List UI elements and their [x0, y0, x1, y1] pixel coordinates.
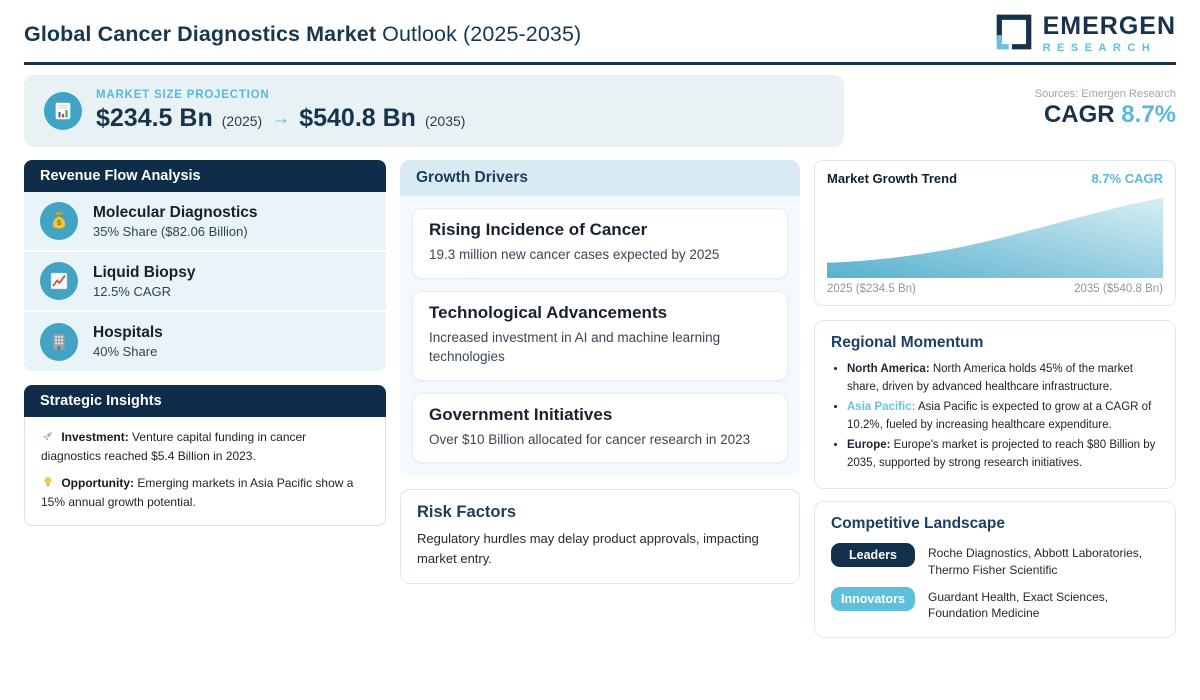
item-subtitle: 12.5% CAGR	[93, 283, 172, 299]
item-title: Hospitals	[93, 324, 163, 341]
emergen-logo: EMERGEN RESEARCH	[993, 11, 1176, 58]
region-text: Asia Pacific is expected to grow at a CA…	[847, 400, 1152, 432]
market-size-banner: MARKET SIZE PROJECTION $234.5 Bn (2025) …	[24, 75, 844, 147]
market-size-values: $234.5 Bn (2025) → $540.8 Bn (2035)	[96, 104, 465, 133]
region-bullet-asia-pacific: Asia Pacific: Asia Pacific is expected t…	[847, 398, 1159, 435]
driver-card-government-initiatives: Government Initiatives Over $10 Billion …	[412, 392, 788, 464]
item-subtitle: 35% Share ($82.06 Billion)	[93, 223, 248, 239]
chart-up-icon	[40, 262, 78, 300]
market-size-label: MARKET SIZE PROJECTION	[96, 89, 270, 101]
revenue-flow-panel: Revenue Flow Analysis $ Molecular Diagno…	[24, 160, 386, 371]
logo-line1: EMERGEN	[1042, 12, 1176, 40]
list-item-liquid-biopsy: Liquid Biopsy 12.5% CAGR	[24, 252, 386, 312]
driver-text: Increased investment in AI and machine l…	[429, 329, 721, 365]
driver-text: 19.3 million new cancer cases expected b…	[429, 247, 720, 262]
cagr-label: CAGR	[1043, 101, 1115, 128]
driver-title: Government Initiatives	[429, 404, 613, 424]
rocket-icon	[41, 430, 61, 444]
growth-area-chart	[827, 197, 1163, 278]
trend-x-right-label: 2035 ($540.8 Bn)	[1074, 283, 1163, 295]
list-item-hospitals: Hospitals 40% Share	[24, 312, 386, 371]
region-label: Asia Pacific:	[847, 400, 916, 413]
insight-investment: Investment: Venture capital funding in c…	[41, 428, 369, 465]
driver-text: Over $10 Billion allocated for cancer re…	[429, 431, 751, 447]
market-growth-trend-card: Market Growth Trend 8.7% CAGR 2025 ($234…	[814, 160, 1176, 306]
driver-card-rising-incidence: Rising Incidence of Cancer 19.3 million …	[412, 208, 788, 279]
insight-label: Opportunity:	[61, 476, 134, 491]
revenue-flow-header: Revenue Flow Analysis	[24, 160, 386, 192]
innovators-row: Innovators Guardant Health, Exact Scienc…	[831, 586, 1159, 621]
innovators-badge: Innovators	[831, 586, 915, 611]
regional-momentum-card: Regional Momentum North America: North A…	[814, 320, 1176, 490]
item-subtitle: 40% Share	[93, 344, 158, 359]
insight-text: Venture capital funding in cancer diagno…	[41, 430, 307, 463]
leaders-row: Leaders Roche Diagnostics, Abbott Labora…	[831, 543, 1159, 577]
list-item-molecular-diagnostics: $ Molecular Diagnostics 35% Share ($82.0…	[24, 192, 386, 252]
region-bullet-north-america: North America: North America holds 45% o…	[847, 360, 1159, 397]
trend-cagr-badge: 8.7% CAGR	[1091, 171, 1163, 186]
competitive-landscape-card: Competitive Landscape Leaders Roche Diag…	[814, 501, 1176, 639]
item-title: Liquid Biopsy	[93, 263, 196, 281]
header: Global Cancer Diagnostics Market Outlook…	[0, 0, 1200, 58]
right-column: Market Growth Trend 8.7% CAGR 2025 ($234…	[814, 160, 1176, 639]
risk-factors-card: Risk Factors Regulatory hurdles may dela…	[400, 489, 800, 585]
meta-block: Sources: Emergen Research CAGR 8.7%	[844, 75, 1176, 147]
region-text: Europe's market is projected to reach $8…	[847, 438, 1156, 469]
risk-factors-text: Regulatory hurdles may delay product app…	[417, 531, 759, 566]
value-2035: $540.8 Bn	[299, 104, 416, 132]
driver-title: Technological Advancements	[429, 302, 668, 322]
market-size-texts: MARKET SIZE PROJECTION $234.5 Bn (2025) …	[96, 89, 465, 133]
region-label: North America:	[847, 363, 930, 375]
year-2035: (2035)	[424, 113, 466, 129]
cagr-value: 8.7%	[1121, 101, 1176, 128]
innovators-companies: Guardant Health, Exact Sciences, Foundat…	[928, 589, 1109, 620]
value-2025: $234.5 Bn	[96, 104, 213, 132]
bar-chart-icon	[44, 92, 82, 130]
arrow-right-icon: →	[271, 108, 291, 129]
risk-factors-title: Risk Factors	[417, 503, 517, 522]
region-bullet-europe: Europe: Europe's market is projected to …	[847, 436, 1159, 473]
market-size-row: MARKET SIZE PROJECTION $234.5 Bn (2025) …	[24, 75, 1176, 147]
cagr-headline: CAGR 8.7%	[844, 101, 1176, 129]
bulb-icon	[41, 476, 61, 490]
header-divider	[24, 62, 1176, 65]
middle-column: Growth Drivers Rising Incidence of Cance…	[400, 160, 800, 585]
driver-title: Rising Incidence of Cancer	[429, 220, 648, 239]
logo-line2: RESEARCH	[1042, 42, 1157, 54]
insight-text: Emerging markets in Asia Pacific show a …	[41, 476, 354, 509]
svg-text:$: $	[57, 218, 61, 227]
item-title: Molecular Diagnostics	[93, 203, 258, 221]
growth-drivers-panel: Growth Drivers Rising Incidence of Cance…	[400, 160, 800, 476]
page-title-rest: Outlook (2025-2035)	[376, 21, 582, 46]
competitive-landscape-title: Competitive Landscape	[831, 515, 1005, 533]
region-text: North America holds 45% of the market sh…	[847, 363, 1133, 394]
growth-drivers-header: Growth Drivers	[400, 160, 800, 196]
driver-card-technological-advancements: Technological Advancements Increased inv…	[412, 290, 788, 381]
page-title: Global Cancer Diagnostics Market Outlook…	[24, 22, 581, 47]
leaders-companies: Roche Diagnostics, Abbott Laboratories, …	[928, 546, 1143, 577]
emergen-logo-icon	[993, 11, 1035, 58]
left-column: Revenue Flow Analysis $ Molecular Diagno…	[24, 160, 386, 527]
strategic-insights-header: Strategic Insights	[24, 385, 386, 417]
trend-title: Market Growth Trend	[827, 171, 958, 186]
regional-momentum-title: Regional Momentum	[831, 334, 984, 351]
page-title-strong: Global Cancer Diagnostics Market	[24, 21, 377, 46]
trend-x-left-label: 2025 ($234.5 Bn)	[827, 283, 916, 295]
region-label: Europe:	[847, 438, 891, 451]
sources-note: Sources: Emergen Research	[1034, 88, 1176, 100]
leaders-badge: Leaders	[831, 543, 915, 568]
building-icon	[40, 322, 78, 361]
year-2025: (2025)	[221, 113, 263, 129]
insight-label: Investment:	[61, 430, 129, 444]
insight-opportunity: Opportunity: Emerging markets in Asia Pa…	[41, 474, 369, 511]
money-bag-icon: $	[40, 202, 78, 240]
content-columns: Revenue Flow Analysis $ Molecular Diagno…	[24, 160, 1176, 639]
strategic-insights-panel: Strategic Insights	[24, 385, 386, 527]
logo-text: EMERGEN RESEARCH	[1042, 12, 1176, 55]
